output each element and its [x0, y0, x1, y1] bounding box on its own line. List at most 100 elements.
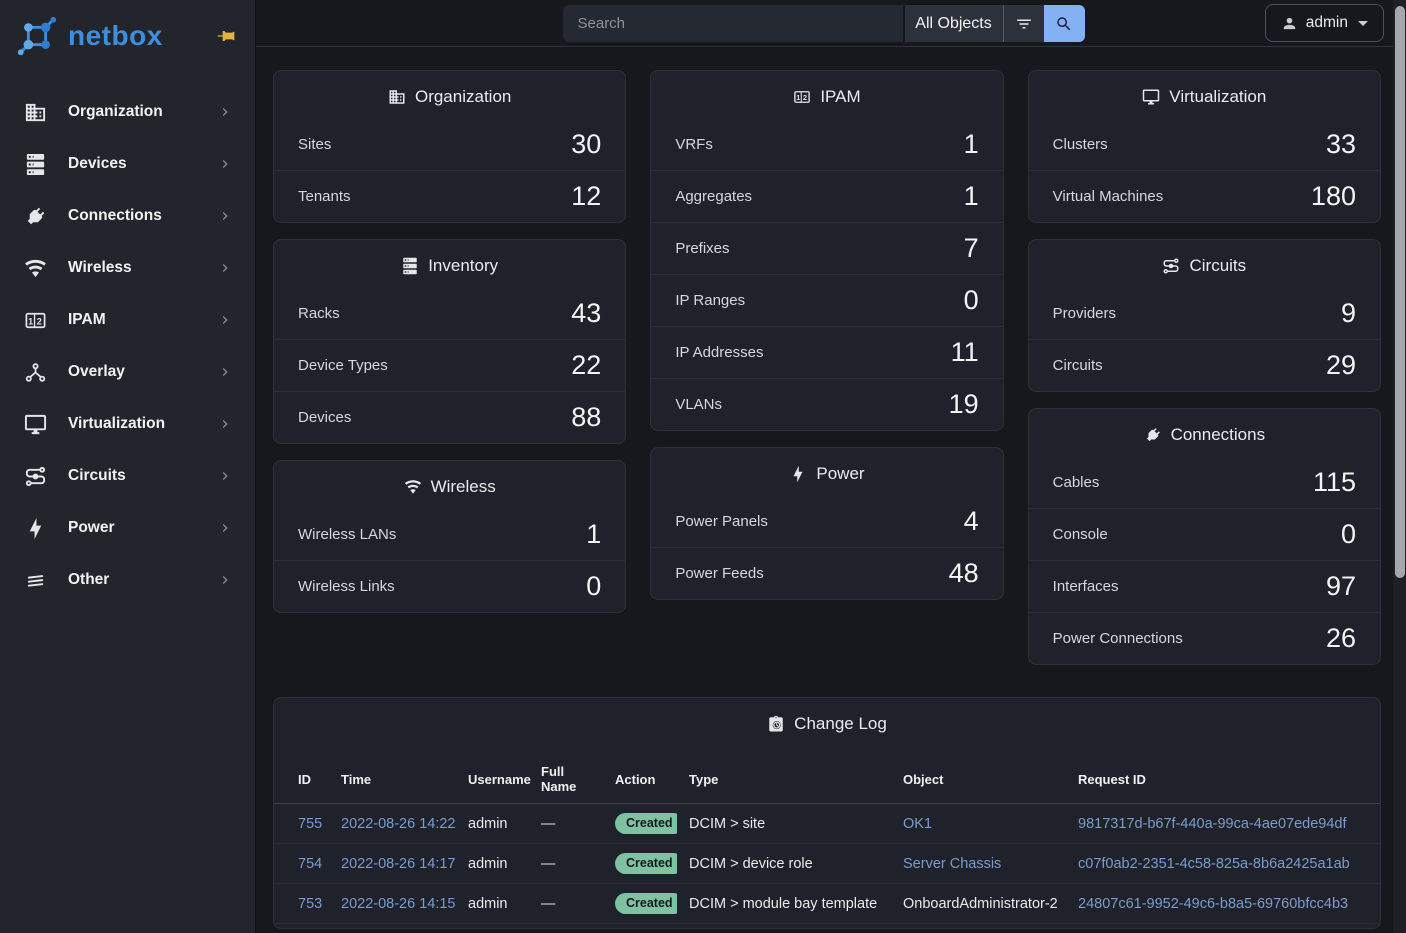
stat-row: Wireless Links 0 — [274, 560, 626, 612]
scrollbar-thumb[interactable] — [1395, 6, 1405, 578]
table-header-row: ID Time Username Full Name Action Type O… — [274, 756, 1380, 804]
card-connections: Connections Cables 115 Console 0 Interfa… — [1027, 408, 1381, 665]
search-scope-button[interactable]: All Objects — [902, 5, 1003, 42]
sidebar-item-label: IPAM — [68, 311, 106, 328]
card-title: Power — [651, 448, 1002, 496]
table-row: 755 2022-08-26 14:22 admin — Created DCI… — [274, 803, 1380, 844]
sidebar-item-connections[interactable]: Connections — [0, 190, 255, 242]
changelog-requestid-link[interactable]: 24807c61-9952-49c6-b8a5-69760bfcc4b3 — [1078, 895, 1349, 912]
search-icon — [1055, 15, 1073, 33]
user-menu-button[interactable]: admin — [1264, 4, 1384, 42]
changelog-time-link[interactable]: 2022-08-26 14:22 — [341, 815, 456, 832]
chevron-right-icon — [217, 104, 233, 120]
counter-icon — [793, 88, 811, 106]
sidebar-item-label: Virtualization — [68, 415, 166, 432]
stat-value-link[interactable]: 1 — [963, 129, 979, 159]
scrollbar-track[interactable] — [1393, 0, 1406, 933]
changelog-id-link[interactable]: 753 — [298, 895, 323, 912]
stat-value-link[interactable]: 29 — [1325, 350, 1356, 380]
table-row: 753 2022-08-26 14:15 admin — Created DCI… — [274, 883, 1380, 924]
sidebar-item-power[interactable]: Power — [0, 502, 255, 554]
stat-value-link[interactable]: 19 — [948, 389, 979, 419]
stat-value-link[interactable]: 33 — [1325, 129, 1356, 159]
search-submit-button[interactable] — [1043, 5, 1085, 42]
sidebar-item-label: Other — [68, 571, 110, 588]
table-row: 754 2022-08-26 14:17 admin — Created DCI… — [274, 843, 1380, 884]
card-ipam: IPAM VRFs 1 Aggregates 1 Prefixes 7 IP R… — [650, 70, 1004, 431]
brand[interactable]: netbox — [0, 0, 255, 72]
card-title-text: Virtualization — [1169, 87, 1267, 106]
stat-value-link[interactable]: 0 — [1340, 519, 1356, 549]
sidebar-item-virtualization[interactable]: Virtualization — [0, 398, 255, 450]
stat-value-link[interactable]: 11 — [950, 337, 979, 367]
card-virtualization: Virtualization Clusters 33 Virtual Machi… — [1027, 70, 1381, 223]
filter-icon — [1015, 15, 1033, 33]
changelog-time-link[interactable]: 2022-08-26 14:15 — [341, 895, 456, 912]
stat-value-link[interactable]: 12 — [571, 181, 602, 211]
stat-value-link[interactable]: 97 — [1325, 571, 1356, 601]
stat-value-link[interactable]: 43 — [571, 298, 602, 328]
wifi-icon — [24, 257, 47, 280]
stat-value-link[interactable]: 0 — [586, 571, 602, 601]
stat-label: IP Ranges — [675, 291, 746, 309]
card-title-text: Circuits — [1189, 256, 1247, 275]
changelog-object-link[interactable]: OK1 — [903, 815, 933, 832]
sidebar-item-wireless[interactable]: Wireless — [0, 242, 255, 294]
stat-label: IP Addresses — [675, 343, 764, 361]
search-filter-button[interactable] — [1002, 5, 1044, 42]
stat-value-link[interactable]: 180 — [1310, 181, 1356, 211]
sidebar-pin-button[interactable] — [215, 25, 237, 47]
stat-value-link[interactable]: 7 — [963, 233, 979, 263]
sidebar-item-overlay[interactable]: Overlay — [0, 346, 255, 398]
stat-row: Clusters 33 — [1029, 119, 1380, 170]
sidebar-item-ipam[interactable]: IPAM — [0, 294, 255, 346]
changelog-object-link[interactable]: Server Chassis — [903, 855, 1002, 872]
changelog-time-link[interactable]: 2022-08-26 14:17 — [341, 855, 456, 872]
server-icon — [24, 153, 47, 176]
stat-label: VLANs — [675, 395, 723, 413]
stat-value-link[interactable]: 22 — [571, 350, 602, 380]
stat-label: Cables — [1052, 473, 1100, 491]
stat-label: Power Feeds — [675, 564, 764, 582]
changelog-requestid-link[interactable]: c07f0ab2-2351-4c58-825a-8b6a2425a1ab — [1078, 855, 1350, 872]
stat-row: Device Types 22 — [274, 339, 626, 391]
changelog-id-link[interactable]: 754 — [298, 855, 323, 872]
stat-row: Wireless LANs 1 — [274, 509, 625, 560]
stat-value-link[interactable]: 30 — [571, 129, 602, 159]
changelog-requestid-link[interactable]: 9817317d-b67f-440a-99ca-4ae07ede94df — [1078, 815, 1347, 832]
changelog-type: DCIM > device role — [689, 855, 813, 872]
stat-value-link[interactable]: 9 — [1340, 298, 1356, 328]
stat-value-link[interactable]: 26 — [1325, 623, 1356, 653]
stat-row: IP Addresses 11 — [651, 326, 1003, 378]
stat-value-link[interactable]: 1 — [963, 181, 979, 211]
card-power: Power Power Panels 4 Power Feeds 48 — [650, 447, 1004, 600]
sidebar-item-devices[interactable]: Devices — [0, 138, 255, 190]
stat-row: Power Feeds 48 — [651, 547, 1003, 599]
changelog-username: admin — [468, 855, 508, 872]
card-title: Wireless — [274, 461, 625, 509]
stat-value-link[interactable]: 1 — [586, 519, 602, 549]
card-title: Inventory — [274, 240, 625, 288]
sidebar-item-organization[interactable]: Organization — [0, 86, 255, 138]
stat-value-link[interactable]: 48 — [948, 558, 979, 588]
sidebar-item-label: Power — [68, 519, 115, 536]
stat-label: Providers — [1052, 304, 1117, 322]
changelog-id-link[interactable]: 755 — [298, 815, 323, 832]
transit-connection-icon — [1162, 257, 1180, 275]
sidebar-item-other[interactable]: Other — [0, 554, 255, 606]
stat-value-link[interactable]: 115 — [1312, 467, 1356, 497]
stat-value-link[interactable]: 4 — [963, 506, 979, 536]
stat-row: Virtual Machines 180 — [1028, 170, 1380, 222]
search-input[interactable] — [562, 5, 903, 42]
chevron-right-icon — [217, 364, 233, 380]
stat-value-link[interactable]: 0 — [963, 285, 979, 315]
sidebar-item-circuits[interactable]: Circuits — [0, 450, 255, 502]
sidebar-item-label: Devices — [68, 155, 127, 172]
stat-label: Clusters — [1052, 135, 1108, 153]
dashboard-column-3: Virtualization Clusters 33 Virtual Machi… — [1027, 70, 1381, 665]
chevron-right-icon — [217, 572, 233, 588]
card-changelog: Change Log ID Time Username Full Name Ac… — [273, 697, 1381, 929]
cable-icon — [1144, 426, 1162, 444]
stat-value-link[interactable]: 88 — [571, 402, 602, 432]
sidebar-item-label: Circuits — [68, 467, 126, 484]
